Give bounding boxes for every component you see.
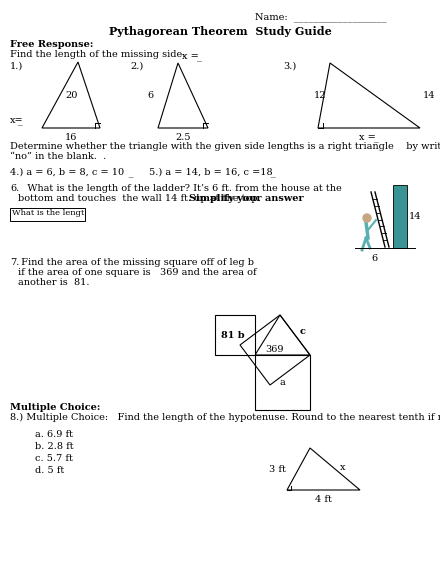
Text: Multiple Choice:: Multiple Choice:	[10, 403, 100, 412]
Text: 3 ft: 3 ft	[269, 464, 286, 473]
Text: “no” in the blank.  .: “no” in the blank. .	[10, 152, 106, 161]
Circle shape	[363, 214, 371, 222]
Bar	[215, 315, 255, 355]
Text: Simplify your answer: Simplify your answer	[189, 194, 304, 203]
Text: 1.): 1.)	[10, 62, 23, 71]
Text: Pythagorean Theorem  Study Guide: Pythagorean Theorem Study Guide	[109, 26, 331, 37]
Bar	[393, 185, 407, 248]
Text: Name:  ___________________: Name: ___________________	[255, 12, 386, 22]
Text: x = ̲̲̲̲: x = ̲̲̲̲	[182, 52, 202, 61]
Text: another is  81.: another is 81.	[18, 278, 89, 287]
Bar	[10, 208, 85, 221]
Text: 16: 16	[65, 133, 77, 142]
Text: 8.) Multiple Choice:   Find the length of the hypotenuse. Round to the nearest t: 8.) Multiple Choice: Find the length of …	[10, 413, 440, 422]
Text: 6: 6	[148, 91, 154, 100]
Text: if the area of one square is   369 and the area of: if the area of one square is 369 and the…	[18, 268, 257, 277]
Bar	[255, 355, 310, 410]
Text: c. 5.7 ft: c. 5.7 ft	[35, 454, 73, 463]
Text: 20: 20	[65, 90, 77, 100]
Text: c: c	[300, 328, 306, 336]
Text: 14: 14	[409, 212, 422, 221]
Text: 6: 6	[371, 254, 377, 263]
Text: 4.) a = 6, b = 8, c = 10   ̲̲̲̲̲̲̲̲     5.) a = 14, b = 16, c =18 ̲̲̲̲̲̲̲̲: 4.) a = 6, b = 8, c = 10 ̲̲̲̲̲̲̲̲ 5.) a …	[10, 167, 276, 177]
Text: bottom and touches  the wall 14 ft. up at the top.: bottom and touches the wall 14 ft. up at…	[18, 194, 273, 203]
Text: 81 b: 81 b	[221, 331, 245, 340]
Text: 369: 369	[266, 345, 284, 354]
Text: x=̲̲̲̲: x=̲̲̲̲	[10, 116, 24, 125]
Text: x = ̲̲̲̲: x = ̲̲̲̲	[359, 133, 379, 142]
Text: 3.): 3.)	[283, 62, 296, 71]
Text: 14: 14	[423, 91, 436, 100]
Text: a. 6.9 ft: a. 6.9 ft	[35, 430, 73, 439]
Text: 7.: 7.	[10, 258, 19, 267]
Text: What is the length of the ladder? It’s 6 ft. from the house at the: What is the length of the ladder? It’s 6…	[18, 184, 342, 193]
Text: 6.: 6.	[10, 184, 19, 193]
Text: 2.): 2.)	[130, 62, 143, 71]
Text: Determine whether the triangle with the given side lengths is a right triangle  : Determine whether the triangle with the …	[10, 142, 440, 151]
Text: Free Response:: Free Response:	[10, 40, 93, 49]
Text: 12: 12	[313, 91, 326, 100]
Text: Find the area of the missing square off of leg b: Find the area of the missing square off …	[18, 258, 254, 267]
Text: 4 ft: 4 ft	[315, 495, 332, 504]
Text: What is the lengt: What is the lengt	[12, 209, 84, 217]
Text: b. 2.8 ft: b. 2.8 ft	[35, 442, 73, 451]
Text: d. 5 ft: d. 5 ft	[35, 466, 64, 475]
Text: 2.5: 2.5	[175, 133, 191, 142]
Text: x: x	[340, 463, 346, 472]
Text: Find the length of the missing side.: Find the length of the missing side.	[10, 50, 185, 59]
Text: a: a	[280, 378, 286, 387]
